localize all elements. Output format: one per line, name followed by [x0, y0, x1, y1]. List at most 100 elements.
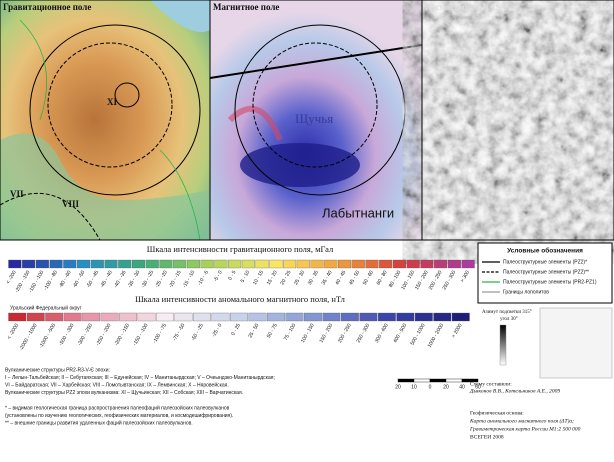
legend-item: Палеоструктурные элементы (PR2-PZ1) — [503, 279, 597, 285]
scale-label: -150 - -100 — [132, 322, 150, 346]
color-swatch — [156, 312, 174, 322]
legend-item: Палеоструктурные элементы (PZ2)* — [503, 259, 587, 265]
color-swatch — [451, 312, 470, 322]
panel-label: Космоснимок NASA — [425, 2, 507, 12]
credit-line: Гравиметрическая карта России М1:2 500 0… — [469, 426, 581, 432]
color-swatch — [8, 259, 22, 269]
panel-border — [0, 0, 614, 241]
scale-label: 0 - 5 — [227, 269, 237, 281]
color-swatch — [359, 312, 378, 322]
map-mark: Щучья — [295, 111, 333, 126]
color-swatch — [396, 312, 415, 322]
color-swatch — [228, 259, 242, 269]
scale-tick: 60 — [475, 384, 481, 390]
color-swatch — [377, 312, 396, 322]
color-swatch — [340, 312, 359, 322]
scale-label: -1000 - -500 — [38, 322, 57, 349]
color-swatch — [145, 259, 159, 269]
color-swatch — [137, 312, 156, 322]
scale-tick: 40 — [459, 384, 465, 390]
scale-label: -100 - -80 — [43, 269, 59, 291]
scale-tick: 20 — [443, 384, 449, 390]
scale-label: 20 - 25 — [279, 269, 292, 286]
legend-item: Границы лополитов — [503, 289, 549, 295]
color-swatch — [82, 312, 101, 322]
note-line: VI – Байдаратская; VII – Харбейская; VII… — [5, 381, 229, 388]
color-swatch — [63, 259, 77, 269]
credit-line: Карта аномального магнитного поля (ΔТ)а; — [469, 417, 574, 424]
credit-line: Схему составили: — [470, 381, 512, 387]
scale-label: 200 - 250 — [337, 322, 353, 343]
note-line: * – видимая геологическая граница распро… — [5, 404, 230, 411]
scale-label: -5 - 0 — [213, 269, 224, 282]
scale-label: 5 - 10 — [240, 269, 252, 283]
map-mark: XI — [107, 97, 117, 107]
color-swatch — [200, 259, 214, 269]
magnetic-scale: < -2000-2000 - -1000 -1000 - -500 -500 - -… — [6, 312, 470, 352]
color-swatch — [174, 312, 193, 322]
scale-tick: 20 — [395, 384, 401, 390]
color-swatch — [193, 312, 211, 322]
scale-tick: 0 — [429, 384, 432, 390]
color-swatch — [45, 312, 64, 322]
scale-label: 400 - 500 — [392, 322, 408, 343]
scale-label: 50 - 60 — [362, 269, 375, 286]
legend-item: Палеоструктурные элементы (PZ2)** — [503, 269, 589, 275]
scale-label: -300 - -250 — [77, 322, 95, 346]
color-swatch — [304, 312, 322, 322]
color-swatch — [283, 259, 297, 269]
scale-label: -10 - -5 — [197, 269, 210, 286]
color-swatch — [285, 312, 304, 322]
scale-label: 100 - 150 — [300, 322, 316, 343]
credit-line: Дьяконов В.В., Котельников А.Е., 2009 — [469, 388, 560, 394]
scale-label: -25 - -20 — [154, 269, 169, 289]
scale-label: 1000 - 2000 — [427, 322, 446, 348]
scale-label: 0 - 25 — [230, 322, 242, 336]
color-swatch — [433, 312, 452, 322]
scale-label: -50 - -45 — [86, 269, 101, 289]
credit-line: Геофизическая основа: — [470, 409, 524, 416]
color-swatch — [269, 259, 283, 269]
scale-label: 40 - 45 — [334, 269, 347, 286]
scale-label: > 2000 — [451, 322, 464, 339]
scale-segment — [461, 378, 479, 383]
scale-label: -50 - -25 — [190, 322, 205, 342]
scale-label: 300 - 400 — [374, 322, 390, 343]
note-line: (установлены по изучению геологических, … — [5, 413, 233, 419]
color-swatch — [26, 312, 45, 322]
scale-label: -45 - -40 — [99, 269, 114, 289]
scale-label: -80 - -60 — [58, 269, 73, 289]
color-swatch — [365, 259, 379, 269]
color-swatch — [296, 259, 310, 269]
scale-label: 250 - 300 — [442, 269, 458, 290]
scale-label: > 300 — [459, 269, 471, 283]
scale-label: 80 - 100 — [388, 269, 402, 288]
color-swatch — [255, 259, 269, 269]
scale-label: -20 - -15 — [168, 269, 183, 289]
scale-label: 35 - 40 — [321, 269, 334, 286]
note-line: I – Лелын-Тальбейская; II – Себутаяхская… — [5, 374, 275, 381]
legend: Условные обозначения Палеоструктурные эл… — [477, 242, 613, 304]
color-swatch — [77, 259, 91, 269]
scale-label: 15 - 20 — [266, 269, 279, 286]
scale-label: < -2000 — [6, 322, 20, 340]
map-mark: VIII — [62, 199, 80, 209]
color-swatch — [49, 259, 63, 269]
scale-label: -250 - -200 — [95, 322, 113, 346]
scale-segment — [429, 378, 447, 383]
color-swatch — [173, 259, 187, 269]
color-swatch — [414, 312, 433, 322]
color-swatch — [406, 259, 420, 269]
panel-label: Гравитационное поле — [3, 2, 91, 12]
color-swatch — [324, 259, 338, 269]
color-swatch — [211, 312, 230, 322]
scale-label: 30 - 35 — [307, 269, 320, 286]
note-line: Вулканические структуры PZ2 эпохи вулкан… — [5, 390, 243, 396]
map-mark: VII — [10, 189, 24, 199]
scale-label: -25 - 0 — [211, 322, 224, 338]
azimuth-text: Азимут подсветки 315° — [482, 310, 532, 315]
color-swatch — [118, 259, 132, 269]
color-swatch — [63, 312, 82, 322]
scale-label: -2000 - -1000 — [18, 322, 38, 351]
gravity-scale: < -200-200 - -150-150 - -100-100 - -80 -8… — [5, 259, 475, 294]
